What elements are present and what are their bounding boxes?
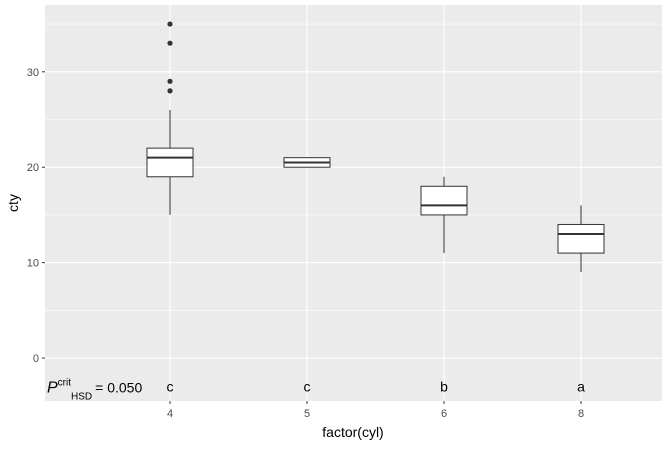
x-axis-title: factor(cyl)	[322, 424, 383, 440]
group-letter: c	[304, 379, 311, 395]
outlier-point	[167, 21, 173, 27]
group-letter: a	[577, 379, 585, 395]
y-axis-title: cty	[5, 194, 21, 212]
group-letter: b	[440, 379, 448, 395]
annotation-symbol: P	[47, 380, 58, 397]
y-tick-label: 0	[33, 353, 39, 365]
box-iqr	[420, 185, 468, 216]
x-tick-label: 6	[441, 408, 447, 420]
y-tick-label: 20	[27, 162, 39, 174]
outlier-point	[167, 40, 173, 46]
box-4	[146, 21, 194, 215]
group-letter: c	[167, 379, 174, 395]
y-tick-label: 10	[27, 258, 39, 270]
y-tick-label: 30	[27, 67, 39, 79]
x-tick-label: 5	[304, 408, 310, 420]
annotation-superscript: crit	[58, 378, 72, 389]
outlier-point	[167, 78, 173, 84]
axes: 0 10 20 30 4 5 6 8	[27, 67, 584, 420]
box-5	[283, 157, 331, 168]
annotation-value: = 0.050	[95, 380, 142, 396]
outlier-point	[167, 88, 173, 94]
box-iqr	[557, 223, 605, 254]
annotation-subscript: HSD	[71, 392, 92, 403]
plot-panel	[45, 5, 662, 401]
box-6	[420, 176, 468, 254]
x-tick-label: 4	[167, 408, 173, 420]
boxes	[146, 21, 605, 273]
box-iqr	[146, 147, 194, 178]
p-crit-annotation: Pcrit HSD= 0.050	[47, 378, 142, 403]
box-8	[557, 205, 605, 273]
x-tick-label: 8	[578, 408, 584, 420]
